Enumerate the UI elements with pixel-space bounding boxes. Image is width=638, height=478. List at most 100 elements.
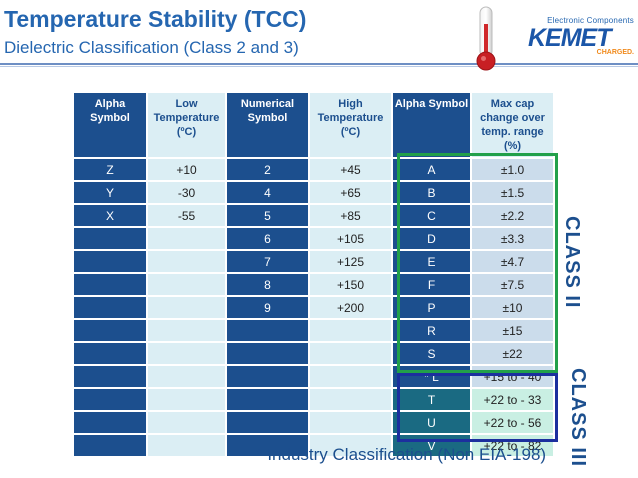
cell-high-temp [310,343,393,366]
cell-numerical-symbol [227,435,310,458]
header-numerical-symbol: Numerical Symbol [227,93,310,159]
cell-numerical-symbol: 5 [227,205,310,228]
header-alpha-symbol-2: Alpha Symbol [393,93,472,159]
cell-max-cap-change: ±4.7 [472,251,555,274]
header-max-cap-change: Max cap change over temp. range (%) [472,93,555,159]
table-row: S ±22 [74,343,555,366]
cell-alpha-code: S [393,343,472,366]
cell-numerical-symbol [227,389,310,412]
table-row: Z +10 2 +45 A ±1.0 [74,159,555,182]
cell-numerical-symbol: 9 [227,297,310,320]
cell-low-temp: +10 [148,159,227,182]
cell-alpha-code: U [393,412,472,435]
cell-alpha-symbol: Y [74,182,148,205]
cell-high-temp: +45 [310,159,393,182]
cell-max-cap-change: ±2.2 [472,205,555,228]
cell-alpha-symbol [74,274,148,297]
cell-low-temp [148,228,227,251]
cell-max-cap-change: ±7.5 [472,274,555,297]
cell-alpha-symbol [74,251,148,274]
cell-high-temp: +150 [310,274,393,297]
kemet-logo: Electronic Components KEMET CHARGED. [528,16,634,56]
cell-alpha-symbol [74,412,148,435]
table-row: 7 +125 E ±4.7 [74,251,555,274]
cell-alpha-symbol: Z [74,159,148,182]
title-divider [0,63,638,65]
cell-low-temp [148,320,227,343]
cell-low-temp [148,412,227,435]
cell-alpha-symbol [74,366,148,389]
table-row: T +22 to - 33 [74,389,555,412]
cell-numerical-symbol [227,343,310,366]
class2-border [397,153,558,373]
cell-alpha-symbol [74,297,148,320]
cell-low-temp [148,435,227,458]
cell-alpha-symbol [74,389,148,412]
cell-high-temp [310,389,393,412]
cell-high-temp: +105 [310,228,393,251]
page-title: Temperature Stability (TCC) [4,6,307,32]
cell-low-temp [148,297,227,320]
cell-high-temp [310,435,393,458]
cell-low-temp: -30 [148,182,227,205]
page-subtitle: Dielectric Classification (Class 2 and 3… [4,38,299,57]
cell-low-temp [148,366,227,389]
header-alpha-symbol: Alpha Symbol [74,93,148,159]
table-row: R ±15 [74,320,555,343]
logo-charged: CHARGED. [596,49,634,56]
logo-tagline: Electronic Components [547,16,634,25]
cell-alpha-symbol [74,320,148,343]
logo-brand: KEMET [528,24,612,52]
cell-high-temp: +200 [310,297,393,320]
class2-label: CLASS II [561,216,583,309]
cell-alpha-code: C [393,205,472,228]
cell-alpha-symbol [74,343,148,366]
cell-low-temp [148,251,227,274]
cell-alpha-code: F [393,274,472,297]
table-row: X -55 5 +85 C ±2.2 [74,205,555,228]
table-row: U +22 to - 56 [74,412,555,435]
cell-alpha-code: D [393,228,472,251]
cell-high-temp [310,366,393,389]
cell-alpha-code: E [393,251,472,274]
cell-low-temp [148,343,227,366]
cell-alpha-code: A [393,159,472,182]
cell-high-temp [310,412,393,435]
table-row: 9 +200 P ±10 [74,297,555,320]
title-divider-thin [0,66,638,67]
cell-max-cap-change: ±22 [472,343,555,366]
cell-numerical-symbol [227,412,310,435]
thermometer-icon [476,6,496,71]
cell-numerical-symbol [227,320,310,343]
cell-alpha-code: B [393,182,472,205]
cell-numerical-symbol: 2 [227,159,310,182]
cell-high-temp: +65 [310,182,393,205]
class3-border [397,373,558,442]
cell-alpha-symbol: X [74,205,148,228]
cell-numerical-symbol: 8 [227,274,310,297]
cell-high-temp: +85 [310,205,393,228]
table-header-row: Alpha Symbol Low Temperature (ºC) Numeri… [74,93,555,159]
cell-max-cap-change: ±10 [472,297,555,320]
cell-numerical-symbol [227,366,310,389]
tcc-table: Alpha Symbol Low Temperature (ºC) Numeri… [74,93,555,458]
table-row: 8 +150 F ±7.5 [74,274,555,297]
table-row: 6 +105 D ±3.3 [74,228,555,251]
cell-alpha-code: R [393,320,472,343]
cell-low-temp: -55 [148,205,227,228]
footnote: * Industry Classification (Non EIA-198) [256,445,547,464]
cell-max-cap-change: +22 to - 56 [472,412,555,435]
cell-numerical-symbol: 4 [227,182,310,205]
cell-alpha-code: T [393,389,472,412]
cell-max-cap-change: ±1.5 [472,182,555,205]
cell-alpha-symbol [74,435,148,458]
cell-alpha-symbol [74,228,148,251]
cell-high-temp: +125 [310,251,393,274]
header-low-temperature: Low Temperature (ºC) [148,93,227,159]
table-row: * L +15 to - 40 [74,366,555,389]
cell-high-temp [310,320,393,343]
cell-max-cap-change: ±15 [472,320,555,343]
header-high-temperature: High Temperature (ºC) [310,93,393,159]
cell-numerical-symbol: 6 [227,228,310,251]
table-row: Y -30 4 +65 B ±1.5 [74,182,555,205]
